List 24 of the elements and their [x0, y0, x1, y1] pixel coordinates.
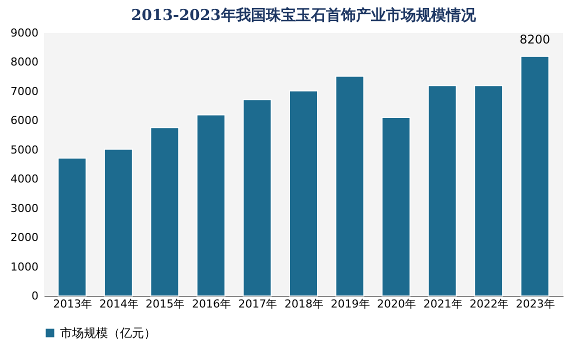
- x-tick-label: 2014年: [99, 298, 138, 310]
- y-tick-label: 3000: [10, 202, 38, 215]
- x-tick-label: 2016年: [192, 298, 231, 310]
- chart-title: 2013-2023年我国珠宝玉石首饰产业市场规模情况: [131, 6, 477, 24]
- y-tick-label: 1000: [10, 260, 38, 274]
- legend-label: 市场规模（亿元）: [60, 326, 156, 340]
- x-tick-label: 2020年: [377, 298, 416, 310]
- x-tick-label: 2015年: [146, 298, 185, 310]
- y-tick-label: 9000: [10, 26, 38, 40]
- y-tick-label: 6000: [10, 114, 38, 128]
- x-tick-label: 2013年: [53, 298, 92, 310]
- x-tick-label: 2021年: [423, 298, 462, 310]
- y-tick-label: 5000: [10, 143, 38, 156]
- x-tick-label: 2023年: [516, 298, 555, 310]
- y-tick-label: 7000: [10, 84, 38, 98]
- y-tick-label: 8000: [10, 56, 38, 69]
- y-tick-label: 2000: [10, 231, 38, 244]
- data-label: 8200: [520, 32, 550, 46]
- y-tick-label: 0: [32, 290, 38, 302]
- y-tick-label: 4000: [10, 172, 38, 186]
- x-tick-label: 2019年: [330, 298, 370, 310]
- x-tick-label: 2022年: [470, 298, 509, 310]
- x-tick-label: 2017年: [238, 298, 278, 310]
- x-tick-label: 2018年: [284, 298, 324, 310]
